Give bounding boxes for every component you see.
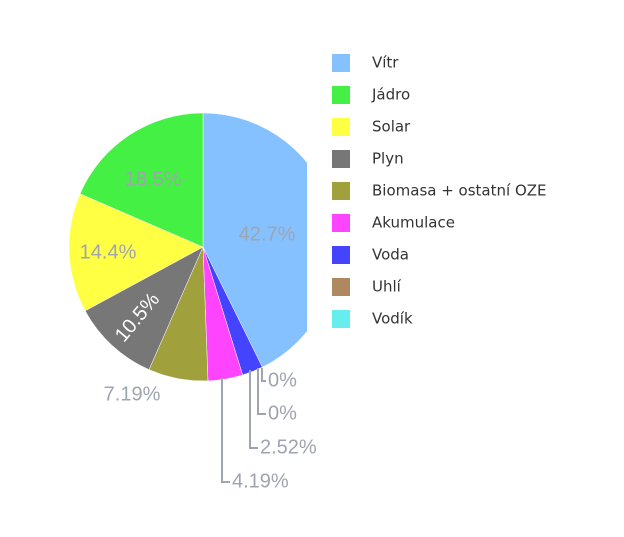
value-label: 14.4% [80,241,137,263]
legend-swatch [332,86,350,104]
legend-swatch [332,182,350,200]
pie [68,112,307,382]
slice [68,193,204,312]
legend-label: Plyn [372,150,404,168]
legend-swatch [332,150,350,168]
legend-label: Vítr [372,54,399,72]
slice [84,246,204,370]
value-label: 42.7% [239,223,296,245]
legend-label: Akumulace [372,214,455,232]
value-label: 2.52% [260,436,317,458]
value-label: 4.19% [232,470,289,492]
legend-swatch [332,54,350,72]
leader-line [261,368,266,382]
slice [79,112,204,248]
legend-label: Vodík [372,310,413,328]
value-label: 0% [268,402,297,424]
legend-swatch [332,214,350,232]
slice [202,112,307,368]
legend-swatch [332,118,350,136]
legend-label: Voda [372,246,409,264]
legend-label: Solar [372,118,411,136]
value-label: 7.19% [104,383,161,405]
legend-label: Biomasa + ostatní OZE [372,182,547,200]
labels: 42.7%18.5%14.4%10.5%7.19%4.19%2.52%0%0%V… [80,54,547,493]
legend-swatch [332,310,350,328]
leader-line [249,370,258,449]
legend-label: Jádro [371,86,410,104]
value-label: 18.5% [125,168,182,190]
leader-line [221,378,230,483]
legend-swatch [332,246,350,264]
legend-swatch [332,278,350,296]
leader-line [257,368,266,415]
legend-label: Uhlí [372,278,402,296]
value-label: 0% [268,369,297,391]
